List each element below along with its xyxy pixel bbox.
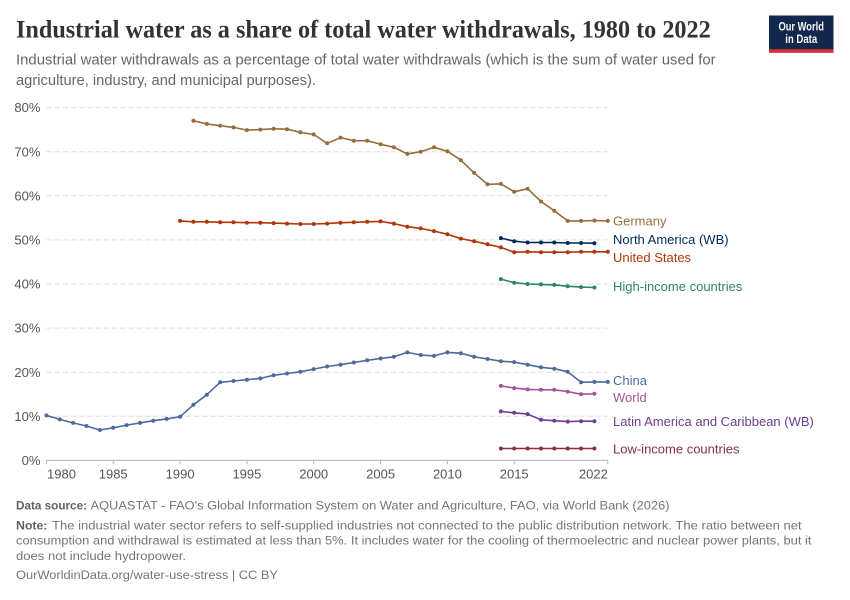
svg-text:agriculture, industry, and mun: agriculture, industry, and municipal pur… bbox=[16, 73, 316, 89]
svg-text:1980: 1980 bbox=[47, 467, 76, 482]
svg-text:in Data: in Data bbox=[785, 34, 818, 46]
svg-text:2015: 2015 bbox=[500, 467, 529, 482]
svg-text:20%: 20% bbox=[14, 365, 40, 380]
svg-text:60%: 60% bbox=[14, 188, 40, 203]
svg-text:Latin America and Caribbean (W: Latin America and Caribbean (WB) bbox=[613, 414, 814, 429]
svg-text:80%: 80% bbox=[14, 100, 40, 115]
svg-text:1990: 1990 bbox=[166, 467, 195, 482]
svg-text:1985: 1985 bbox=[99, 467, 128, 482]
svg-text:2005: 2005 bbox=[366, 467, 395, 482]
svg-text:AQUASTAT - FAO's Global Inform: AQUASTAT - FAO's Global Information Syst… bbox=[91, 498, 670, 512]
svg-text:consumption and withdrawal is: consumption and withdrawal is estimated … bbox=[16, 534, 812, 548]
svg-text:2010: 2010 bbox=[433, 467, 462, 482]
svg-text:10%: 10% bbox=[14, 409, 40, 424]
svg-text:Note:: Note: bbox=[16, 518, 48, 532]
svg-text:30%: 30% bbox=[14, 321, 40, 336]
svg-text:0%: 0% bbox=[22, 453, 41, 468]
svg-text:OurWorldinData.org/water-use-s: OurWorldinData.org/water-use-stress | CC… bbox=[16, 568, 278, 582]
svg-text:Industrial water as a share of: Industrial water as a share of total wat… bbox=[16, 15, 711, 44]
svg-text:High-income countries: High-income countries bbox=[613, 279, 743, 294]
svg-text:2000: 2000 bbox=[299, 467, 328, 482]
svg-text:50%: 50% bbox=[14, 233, 40, 248]
svg-text:Low-income countries: Low-income countries bbox=[613, 441, 740, 456]
svg-text:China: China bbox=[613, 373, 648, 388]
svg-text:40%: 40% bbox=[14, 277, 40, 292]
svg-text:The industrial water sector re: The industrial water sector refers to se… bbox=[52, 518, 802, 532]
svg-text:Industrial water withdrawals a: Industrial water withdrawals as a percen… bbox=[16, 53, 716, 69]
svg-text:Germany: Germany bbox=[613, 214, 667, 229]
svg-text:70%: 70% bbox=[14, 144, 40, 159]
svg-text:Data source:: Data source: bbox=[16, 498, 87, 512]
svg-text:Our World: Our World bbox=[778, 22, 824, 34]
svg-text:2022: 2022 bbox=[579, 467, 608, 482]
svg-text:does not include hydropower.: does not include hydropower. bbox=[16, 549, 186, 563]
svg-text:North America (WB): North America (WB) bbox=[613, 232, 729, 247]
svg-text:1995: 1995 bbox=[232, 467, 261, 482]
svg-text:United States: United States bbox=[613, 250, 692, 265]
svg-text:World: World bbox=[613, 390, 647, 405]
